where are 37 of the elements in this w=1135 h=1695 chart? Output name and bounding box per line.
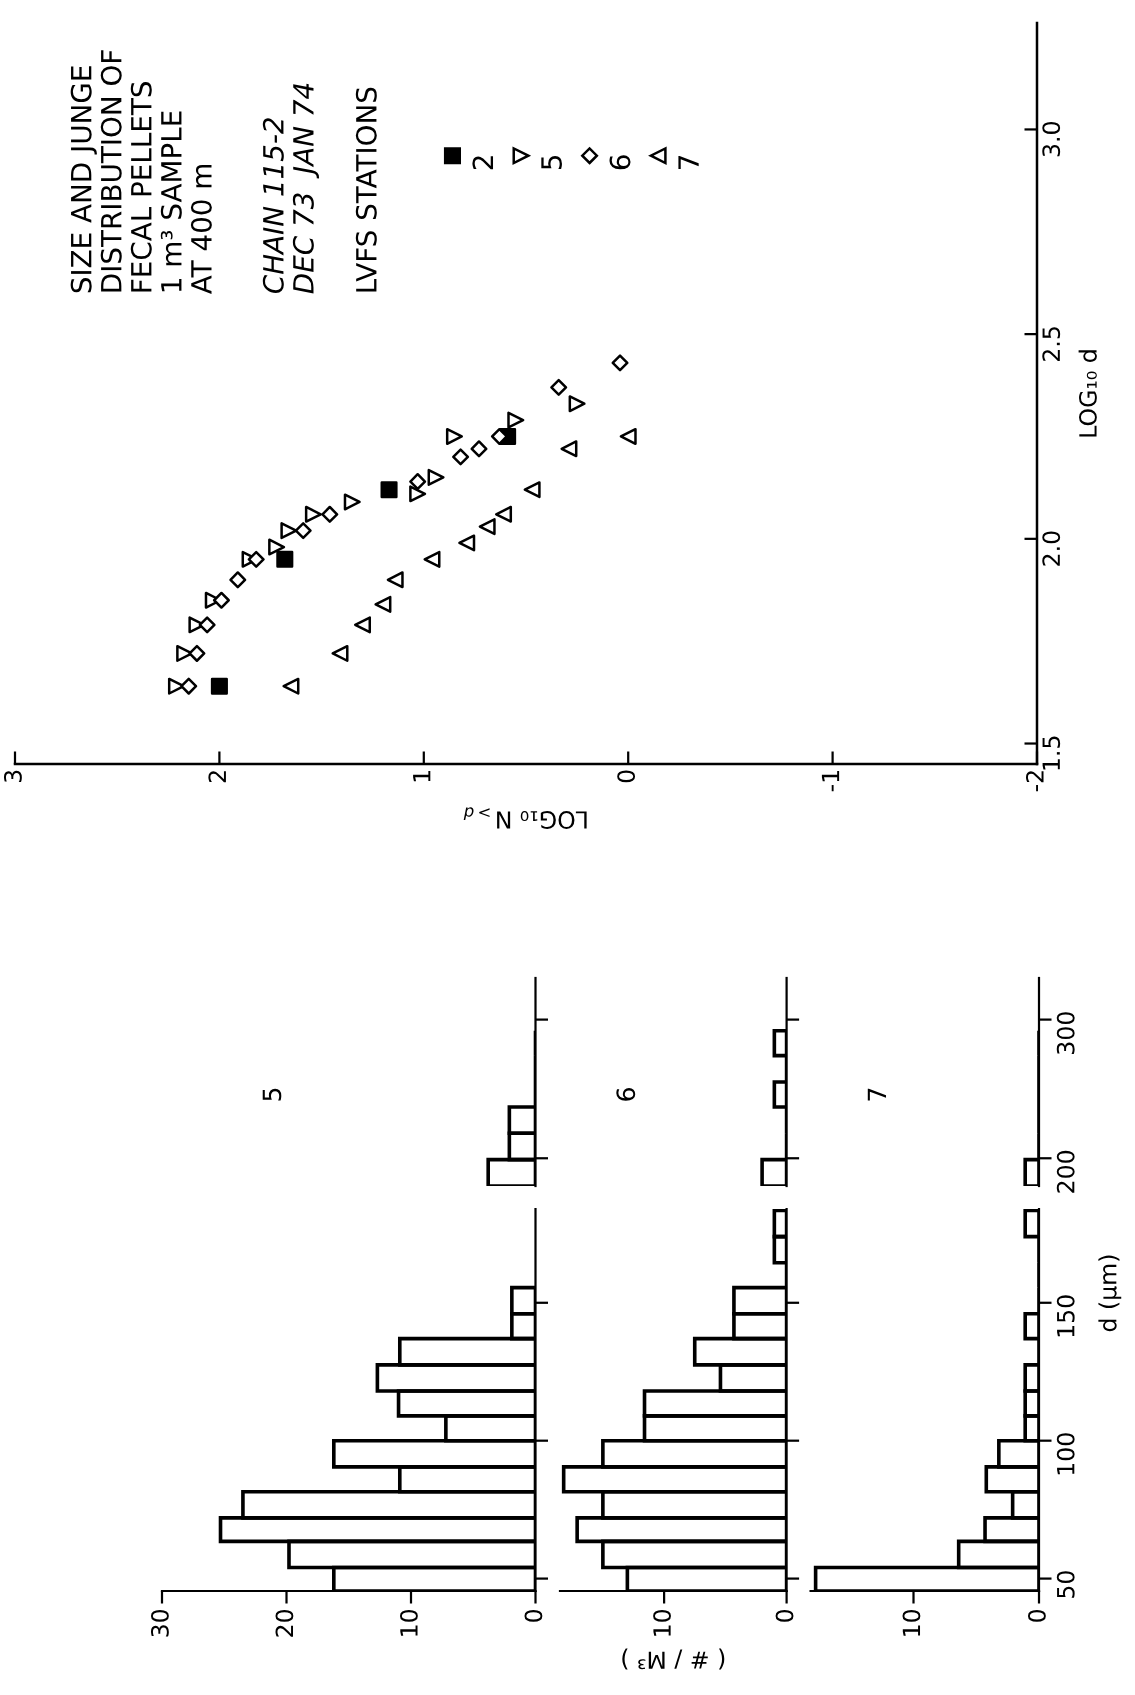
- x-axis-title: ( # / M³ ): [622, 1648, 725, 1670]
- y-axis-title: d (µm): [1098, 1255, 1122, 1332]
- x-tick-label: 30: [150, 1609, 169, 1637]
- text: SIZE AND JUNGE DISTRIBUTION OF FECAL PELLETS 1 m³ SAMPLE AT 400 m: [70, 50, 212, 294]
- x-tick-label: 2: [208, 771, 226, 783]
- y-tick-label: 3.0: [1042, 122, 1061, 157]
- y-tick-label: 1.5: [1042, 736, 1061, 770]
- x-tick-label: 10: [902, 1609, 921, 1636]
- x-tick-label: 0: [617, 770, 636, 783]
- x-tick-label: 3: [3, 770, 22, 783]
- y-tick-label: 300: [1056, 1012, 1075, 1054]
- text: CHAIN 115-2 DEC 73 JAN 74: [262, 83, 320, 294]
- y-tick-label: 50: [1056, 1571, 1075, 1598]
- x-tick-label: 0: [524, 1609, 543, 1622]
- x-tick-label: 10: [653, 1609, 671, 1636]
- x-tick-label: 0: [775, 1609, 794, 1622]
- text: 6: [616, 1088, 636, 1101]
- x-tick-label: 10: [399, 1609, 418, 1636]
- legend-label: 7: [678, 155, 699, 169]
- legend-label: 5: [541, 155, 562, 170]
- y-tick-label: 150: [1056, 1295, 1075, 1337]
- legend-label: 2: [472, 156, 494, 170]
- x-tick-label: -2: [1025, 771, 1044, 792]
- x-tick-label: 1: [413, 771, 431, 782]
- x-tick-label: 20: [275, 1609, 294, 1637]
- text: 5: [262, 1088, 282, 1101]
- x-tick-label: -1: [821, 771, 840, 792]
- y-axis-title: LOG₁₀ d: [1078, 350, 1097, 437]
- y-tick-label: 2.0: [1042, 531, 1061, 566]
- legend-title: LVFS STATIONS: [355, 87, 377, 292]
- x-tick-label: 0: [1027, 1609, 1046, 1622]
- y-tick-label: 200: [1056, 1150, 1075, 1193]
- legend-label: 6: [609, 155, 631, 170]
- x-axis-title: LOG₁₀ N$_{>d}$: [463, 807, 587, 829]
- text: 7: [867, 1088, 887, 1101]
- y-tick-label: 2.5: [1042, 327, 1061, 361]
- y-tick-label: 100: [1056, 1433, 1075, 1475]
